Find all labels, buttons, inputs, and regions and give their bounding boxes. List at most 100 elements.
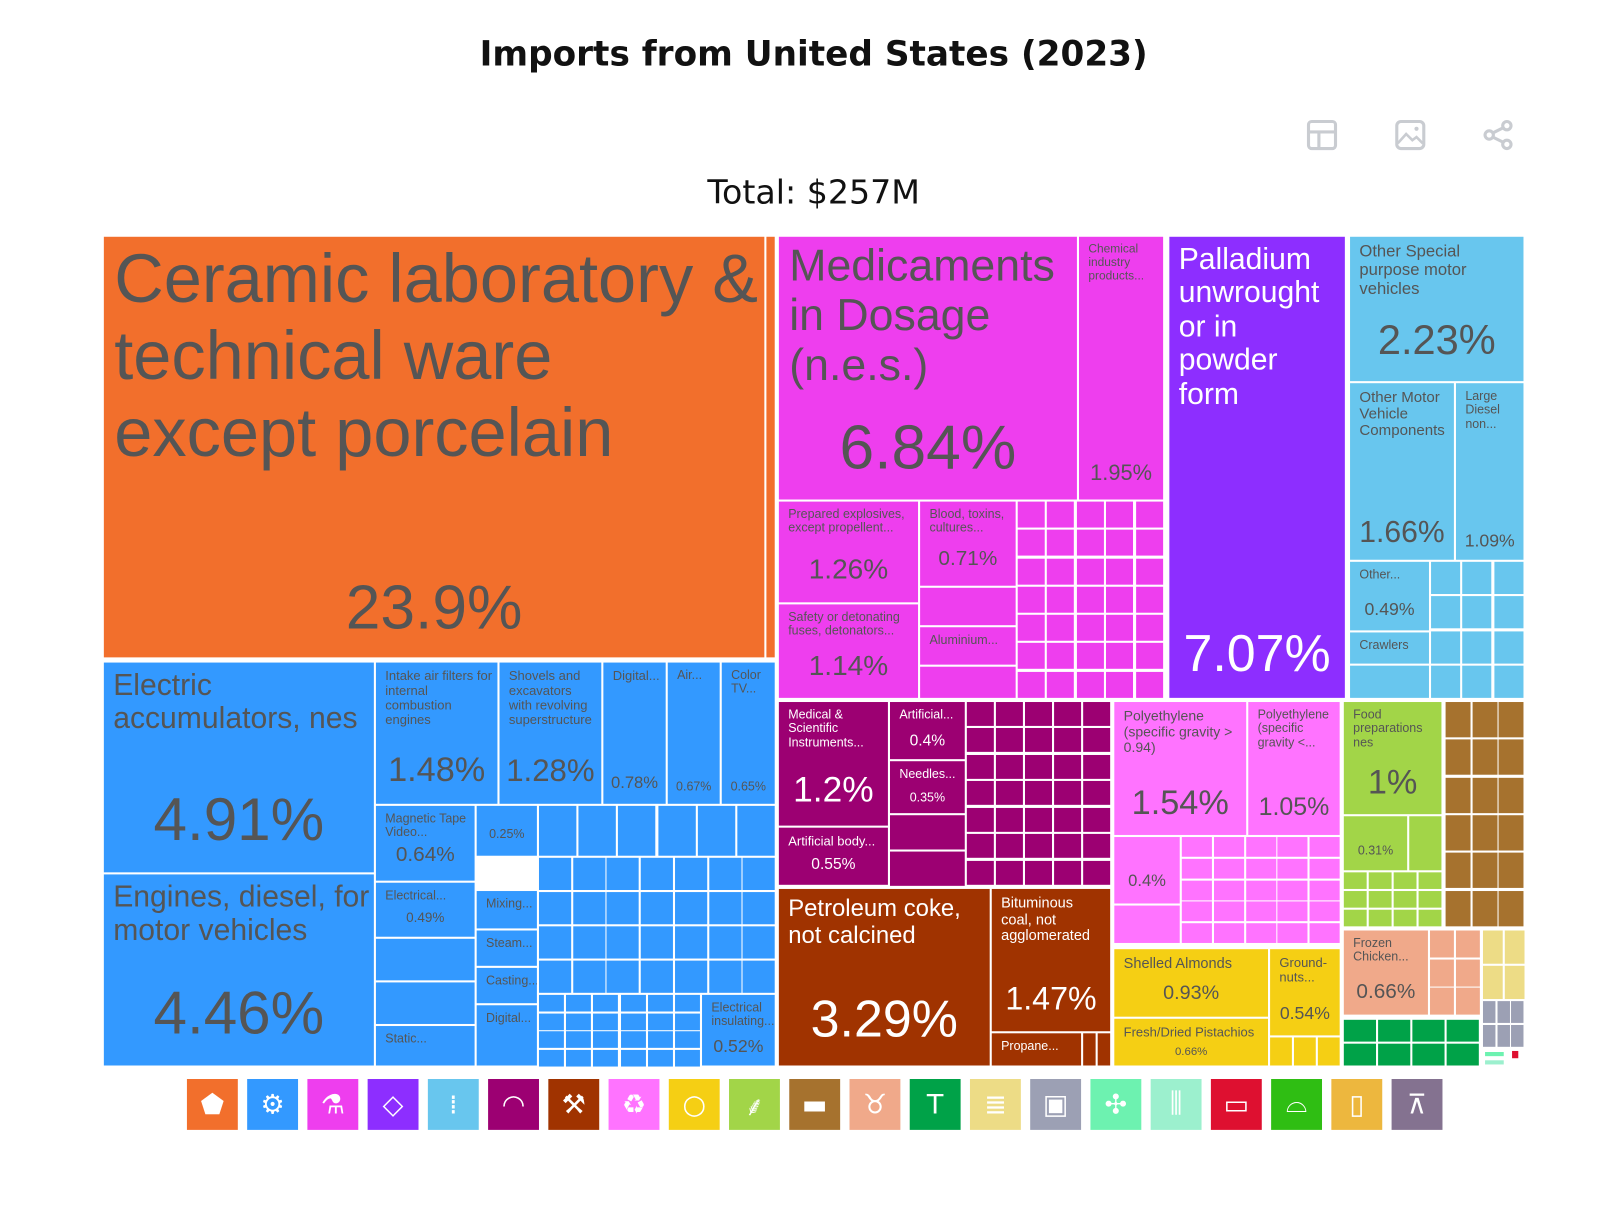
treemap-tile-small[interactable]	[1277, 837, 1308, 857]
treemap-tile-small[interactable]	[709, 960, 742, 993]
treemap-tile[interactable]: 0.4%	[1114, 837, 1180, 904]
treemap-tile-small[interactable]	[565, 994, 591, 1012]
treemap-tile-small[interactable]	[621, 1013, 646, 1031]
treemap-tile-small[interactable]	[1106, 586, 1134, 613]
treemap-tile-small[interactable]	[1343, 872, 1367, 889]
treemap-tile-small[interactable]	[1054, 807, 1082, 832]
treemap-tile-small[interactable]	[1368, 872, 1392, 889]
legend-item[interactable]: ≣	[969, 1079, 1021, 1130]
treemap-tile-small[interactable]	[1504, 965, 1525, 1000]
treemap-tile-small[interactable]	[1343, 1019, 1377, 1042]
treemap-tile-small[interactable]	[966, 754, 994, 779]
treemap-tile-small[interactable]	[648, 1031, 673, 1048]
treemap-tile-small[interactable]	[1412, 1019, 1445, 1042]
treemap-tile-small[interactable]	[573, 960, 606, 993]
treemap-tile-small[interactable]	[648, 1049, 673, 1067]
treemap-tile-small[interactable]	[742, 960, 775, 993]
treemap-tile-small[interactable]	[1054, 727, 1082, 752]
table-view-button[interactable]	[1305, 118, 1338, 151]
treemap-tile-small[interactable]	[1246, 858, 1277, 879]
treemap-tile[interactable]: 0.31%	[1343, 816, 1408, 871]
treemap-tile-small[interactable]	[1430, 959, 1454, 987]
treemap-tile[interactable]: Color TV... 0.65%	[721, 662, 775, 804]
treemap-tile-small[interactable]	[995, 780, 1023, 805]
treemap-tile-small[interactable]	[737, 805, 775, 856]
treemap-tile-small[interactable]	[1431, 596, 1461, 629]
treemap-tile-small[interactable]	[1136, 614, 1164, 641]
treemap-tile[interactable]: Needles... 0.35%	[889, 761, 965, 814]
treemap-tile-small[interactable]	[1462, 665, 1492, 698]
treemap-tile-small[interactable]	[1431, 561, 1461, 595]
treemap-tile-small[interactable]	[1445, 815, 1471, 851]
treemap-tile-small[interactable]	[1017, 558, 1045, 585]
treemap-tile-small[interactable]	[538, 994, 564, 1012]
treemap-tile-small[interactable]	[1504, 930, 1525, 964]
treemap-tile-small[interactable]	[1024, 702, 1053, 726]
treemap-tile-small[interactable]	[1498, 891, 1524, 927]
treemap-tile-small[interactable]	[1317, 1037, 1340, 1066]
treemap-tile-small[interactable]	[1181, 837, 1212, 857]
treemap-tile-small[interactable]	[1343, 909, 1367, 927]
treemap-tile-small[interactable]	[1368, 891, 1392, 908]
treemap-tile-small[interactable]	[1046, 586, 1074, 613]
treemap-tile[interactable]: Prepared explosives, except propellent..…	[778, 501, 919, 603]
treemap-tile-small[interactable]	[995, 727, 1023, 752]
treemap-tile-small[interactable]	[1046, 501, 1074, 528]
treemap-tile[interactable]: Steam...	[476, 930, 537, 966]
treemap-tile-small[interactable]	[1083, 1033, 1096, 1066]
treemap-tile-small[interactable]	[1246, 923, 1277, 943]
treemap-tile-small[interactable]	[920, 666, 1016, 698]
treemap-tile-small[interactable]	[1214, 858, 1245, 879]
treemap-tile-small[interactable]	[1472, 852, 1498, 888]
treemap-tile-small[interactable]	[1378, 1019, 1411, 1042]
treemap-tile-small[interactable]	[995, 754, 1023, 779]
treemap-tile-small[interactable]	[995, 702, 1023, 726]
treemap-tile-small[interactable]	[1412, 1043, 1445, 1066]
treemap-tile-small[interactable]	[920, 587, 1016, 626]
treemap-tile-small[interactable]	[565, 1031, 591, 1048]
treemap-tile-small[interactable]	[1246, 901, 1277, 922]
treemap-tile-small[interactable]	[1393, 891, 1417, 908]
treemap-tile-small[interactable]	[1309, 901, 1340, 922]
treemap-tile-small[interactable]	[1246, 837, 1277, 857]
treemap-tile-small[interactable]	[1076, 501, 1104, 528]
treemap-tile-small[interactable]	[621, 994, 646, 1012]
treemap-tile-small[interactable]	[1485, 1060, 1504, 1065]
treemap-tile-small[interactable]	[1498, 815, 1524, 851]
treemap-tile-small[interactable]	[1017, 529, 1045, 556]
treemap-tile[interactable]: Magnetic Tape Video... 0.64%	[375, 805, 475, 881]
treemap-tile-small[interactable]	[1214, 901, 1245, 922]
treemap-tile-small[interactable]	[1054, 754, 1082, 779]
treemap-tile-small[interactable]	[1106, 671, 1134, 698]
treemap-tile-small[interactable]	[1472, 815, 1498, 851]
treemap-tile-small[interactable]	[606, 892, 639, 925]
treemap-tile-small[interactable]	[1498, 777, 1524, 814]
treemap-tile-small[interactable]	[889, 815, 965, 850]
treemap-tile-small[interactable]	[538, 1049, 564, 1067]
legend-item[interactable]: ▬	[789, 1079, 841, 1130]
treemap-tile-small[interactable]	[1462, 596, 1492, 629]
treemap-tile[interactable]: Frozen Chicken... 0.66%	[1343, 930, 1428, 1015]
treemap-tile-small[interactable]	[1431, 665, 1461, 698]
treemap-tile-small[interactable]	[1046, 558, 1074, 585]
legend-item[interactable]: ⚙	[247, 1079, 299, 1130]
treemap-tile[interactable]: Aluminium...	[920, 627, 1016, 665]
legend-item[interactable]: ⁞	[427, 1079, 479, 1130]
treemap-tile-small[interactable]	[1277, 880, 1308, 901]
treemap-tile-small[interactable]	[565, 1013, 591, 1031]
treemap-tile-small[interactable]	[1076, 586, 1104, 613]
treemap-tile-small[interactable]	[1497, 1001, 1510, 1023]
treemap-tile-small[interactable]	[578, 805, 616, 856]
treemap-tile-small[interactable]	[1083, 702, 1111, 726]
treemap-tile-small[interactable]	[640, 892, 673, 925]
treemap-tile-small[interactable]	[1482, 965, 1503, 1000]
treemap-tile-small[interactable]	[621, 1031, 646, 1048]
treemap-tile-small[interactable]	[1017, 614, 1045, 641]
treemap-tile-small[interactable]	[675, 892, 708, 925]
treemap-tile-small[interactable]	[1368, 909, 1392, 927]
treemap-tile[interactable]: Safety or detonating fuses, detonators..…	[778, 604, 919, 698]
download-image-button[interactable]	[1394, 118, 1427, 151]
treemap-tile-small[interactable]	[1393, 872, 1417, 889]
legend-item[interactable]: ◇	[367, 1079, 419, 1130]
treemap-tile-small[interactable]	[1024, 727, 1053, 752]
